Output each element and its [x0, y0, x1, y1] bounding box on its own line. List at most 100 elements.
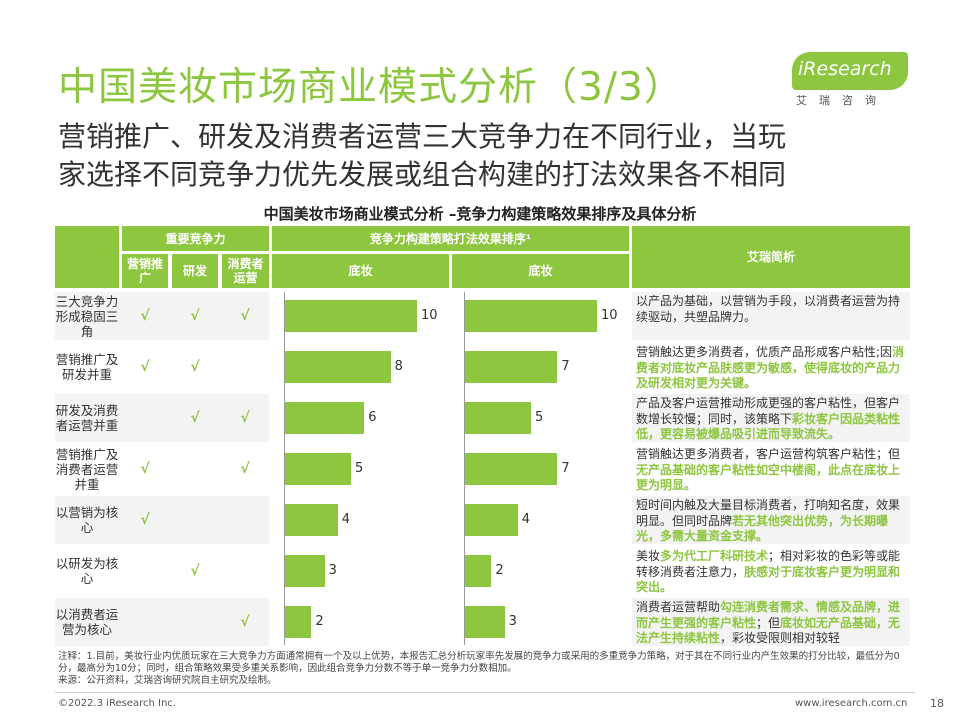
check-mark: √ [190, 308, 200, 324]
header-col-b: 底妆 [452, 254, 629, 288]
bar-value-col-b: 2 [495, 563, 504, 578]
analysis-segment: ；相对彩妆的色彩等或能转移消费者注意力， [636, 549, 901, 579]
row-label: 三大竞争力形成稳固三角 [55, 293, 119, 339]
row-label: 营销推广及研发并重 [55, 352, 119, 382]
bar-col-b [465, 351, 558, 383]
analysis-segment: ，彩妆受限则相对较轻 [720, 631, 841, 645]
bar-value-col-b: 7 [561, 359, 570, 374]
bar-value-col-a: 10 [421, 308, 438, 323]
row-band-right [632, 394, 910, 442]
subtitle-line-1: 营销推广、研发及消费者运营三大竞争力在不同行业，当玩 [58, 120, 787, 153]
bar-col-b [465, 504, 518, 536]
header-core-competence: 重要竞争力 [122, 226, 269, 251]
analysis-segment: 以产品为基础，以营销为手段，以消费者运营为持续驱动，共塑品牌力。 [636, 294, 901, 324]
check-mark: √ [140, 308, 150, 324]
bar-col-a [285, 402, 365, 434]
analysis-highlight: 无产品基础的客户粘性如空中楼阁，此点在底妆上更为明显。 [636, 462, 901, 493]
analysis-highlight: 肤感对于底妆客户更为明显和突出。 [636, 564, 901, 595]
analysis-text: 短时间内触及大量目标消费者，打响知名度，效果明显。但同时品牌若无其他突出优势，为… [636, 498, 910, 545]
analysis-highlight: 勾连消费者需求、情感及品牌，进而产生更强的客户粘性 [636, 600, 901, 630]
axis-col-b [464, 292, 465, 645]
page-subtitle: 营销推广、研发及消费者运营三大竞争力在不同行业，当玩 家选择不同竞争力优先发展或… [58, 118, 918, 194]
check-mark: √ [190, 359, 200, 375]
header-strategy-ranking: 竞争力构建策略打法效果排序¹ [272, 226, 629, 251]
row-band-left [55, 598, 269, 646]
row-label: 以消费者运营为核心 [55, 607, 119, 637]
check-mark: √ [240, 461, 250, 477]
chart-title: 中国美妆市场商业模式分析 –竞争力构建策略效果排序及具体分析 [263, 205, 697, 223]
bar-value-col-b: 4 [521, 512, 531, 527]
analysis-segment: 短时间内触及大量目标消费者，打响知名度，效果明显。但同时品牌 [636, 498, 901, 528]
bar-col-a [285, 606, 312, 638]
bar-value-col-b: 10 [601, 308, 618, 323]
analysis-segment: 营销触达更多消费者，优质产品形成客户粘性;因 [636, 345, 893, 359]
bar-value-col-a: 3 [328, 563, 337, 578]
bar-value-col-a: 5 [355, 461, 364, 476]
footer-copyright: ©2022.3 iResearch Inc. [58, 698, 176, 709]
check-mark: √ [140, 512, 150, 528]
analysis-text: 美妆多为代工厂科研技术；相对彩妆的色彩等或能转移消费者注意力，肤感对于底妆客户更… [636, 549, 910, 596]
bar-col-b [465, 606, 505, 638]
check-mark: √ [240, 308, 250, 324]
analysis-text: 营销触达更多消费者，客户运营构筑客户粘性；但无产品基础的客户粘性如空中楼阁，此点… [636, 447, 910, 494]
row-label: 以营销为核心 [55, 505, 119, 535]
logo-subtext: 艾瑞咨询 [796, 94, 888, 107]
analysis-text: 营销触达更多消费者，优质产品形成客户粘性;因消费者对底妆产品肤感更为敏感，使得底… [636, 345, 910, 392]
analysis-text: 产品及客户运营推动形成更强的客户粘性，但客户数增长较慢；同时，该策略下彩妆客户因… [636, 396, 910, 443]
analysis-highlight: 消费者对底妆产品肤感更为敏感，使得底妆的产品力及研发相对更为关键。 [636, 345, 905, 390]
bar-col-b [465, 555, 492, 587]
subtitle-line-2: 家选择不同竞争力优先发展或组合构建的打法效果各不相同 [58, 158, 787, 191]
header-col-a: 底妆 [272, 254, 449, 288]
analysis-highlight: 底妆如无产品基础，无法产生持续粘性 [636, 615, 901, 646]
notes: 注释：1.目前，美妆行业内优质玩家在三大竞争力方面通常拥有一个及以上优势，本报告… [58, 651, 918, 687]
header-analysis: 艾瑞简析 [632, 226, 910, 288]
bar-value-col-b: 5 [535, 410, 544, 425]
row-band-left [55, 496, 269, 544]
check-mark: √ [140, 461, 150, 477]
check-mark: √ [190, 410, 200, 426]
bar-value-col-a: 8 [394, 359, 403, 374]
page-title: 中国美妆市场商业模式分析（3/3） [58, 65, 684, 110]
analysis-segment: ；但 [756, 615, 781, 630]
bar-value-col-b: 7 [561, 461, 570, 476]
bar-col-b [465, 300, 597, 332]
bar-value-col-a: 6 [368, 410, 377, 425]
row-band-left [55, 394, 269, 442]
row-label: 研发及消费者运营并重 [55, 403, 119, 433]
analysis-text: 消费者运营帮助勾连消费者需求、情感及品牌，进而产生更强的客户粘性；但底妆如无产品… [636, 600, 910, 647]
axis-col-a [284, 292, 285, 645]
footer-divider [55, 692, 915, 693]
bar-col-a [285, 555, 325, 587]
bar-col-b [465, 402, 531, 434]
header-rd: 研发 [172, 254, 218, 288]
header-marketing: 营销推广 [122, 254, 168, 288]
row-header-corner [55, 226, 119, 288]
page-number: 18 [930, 697, 944, 710]
note-1: 注释：1.目前，美妆行业内优质玩家在三大竞争力方面通常拥有一个及以上优势，本报告… [58, 651, 900, 674]
analysis-segment: 美妆 [636, 549, 661, 563]
analysis-text: 以产品为基础，以营销为手段，以消费者运营为持续驱动，共塑品牌力。 [636, 294, 910, 325]
bar-col-a [285, 351, 391, 383]
check-mark: √ [240, 614, 250, 630]
analysis-highlight: 多为代工厂科研技术 [660, 549, 769, 563]
analysis-highlight: 彩妆客户因品类粘性低，更容易被爆品吸引进而导致流失。 [636, 411, 901, 442]
bar-col-a [285, 504, 338, 536]
check-mark: √ [140, 359, 150, 375]
check-mark: √ [190, 563, 200, 579]
analysis-segment: 产品及客户运营推动形成更强的客户粘性，但客户数增长较慢；同时，该策略下 [636, 396, 901, 426]
bar-value-col-a: 4 [341, 512, 351, 527]
note-source: 来源：公开资料，艾瑞咨询研究院自主研究及绘制。 [58, 675, 277, 686]
row-band-right [632, 292, 910, 340]
row-label: 以研发为核心 [55, 556, 119, 586]
bar-col-b [465, 453, 558, 485]
bar-value-col-a: 2 [315, 614, 324, 629]
row-band-right [632, 598, 910, 646]
analysis-segment: 营销触达更多消费者，客户运营构筑客户粘性；但 [636, 447, 901, 461]
logo-text: iResearch [798, 58, 892, 80]
bar-col-a [285, 300, 417, 332]
row-band-left [55, 292, 269, 340]
row-label: 营销推广及消费者运营并重 [55, 446, 119, 492]
logo-badge [792, 52, 908, 90]
check-mark: √ [240, 410, 250, 426]
bar-col-a [285, 453, 351, 485]
